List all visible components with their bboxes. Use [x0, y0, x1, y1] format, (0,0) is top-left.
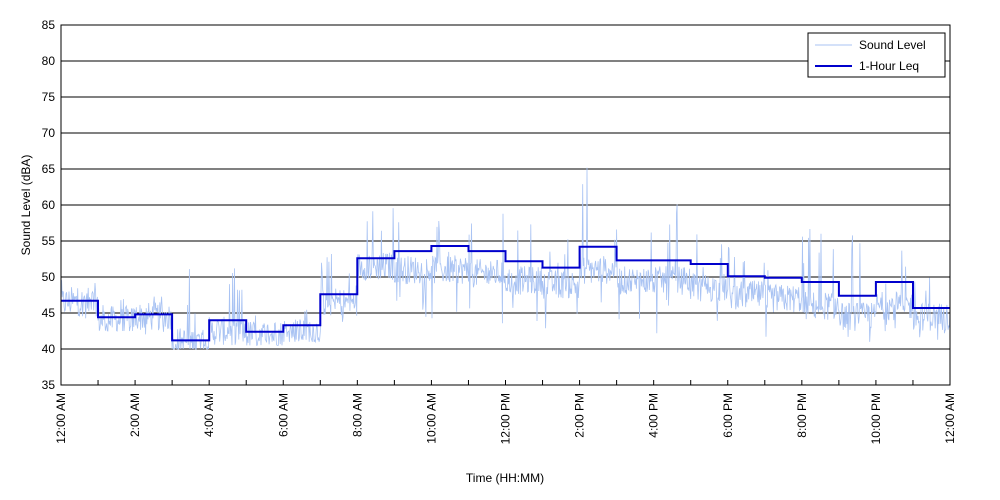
leq-series — [61, 245, 950, 342]
x-tick-label: 12:00 AM — [54, 393, 68, 444]
leq-step-line — [61, 245, 950, 342]
sound-level-series — [60, 167, 951, 350]
y-axis-ticks: 35 40 45 50 55 60 65 70 75 80 85 — [42, 18, 66, 392]
x-tick-label: 6:00 PM — [721, 393, 735, 438]
x-tick-label: 10:00 AM — [424, 393, 438, 444]
y-tick-label: 75 — [42, 90, 56, 104]
x-tick-label: 10:00 PM — [869, 393, 883, 444]
y-tick-label: 60 — [42, 198, 56, 212]
x-tick-label: 2:00 AM — [128, 393, 142, 437]
y-tick-label: 80 — [42, 54, 56, 68]
y-tick-label: 40 — [42, 342, 56, 356]
y-tick-label: 65 — [42, 162, 56, 176]
x-tick-label: 8:00 AM — [350, 393, 364, 437]
y-tick-label: 50 — [42, 270, 56, 284]
legend-box — [807, 32, 946, 78]
y-tick-label: 55 — [42, 234, 56, 248]
x-tick-label: 4:00 PM — [647, 393, 661, 438]
y-tick-label: 35 — [42, 378, 56, 392]
x-tick-label: 6:00 AM — [276, 393, 290, 437]
sound-level-line — [60, 167, 951, 350]
x-axis-ticks: 12:00 AM 2:00 AM 4:00 AM 6:00 AM 8:00 AM 10:0… — [54, 380, 957, 444]
legend-label-sound-level: Sound Level — [859, 38, 926, 52]
y-tick-label: 85 — [42, 18, 56, 32]
x-tick-label: 12:00 PM — [499, 393, 513, 444]
grid-lines — [61, 60, 950, 350]
y-axis-title: Sound Level (dBA) — [19, 155, 33, 256]
x-tick-label: 2:00 PM — [573, 393, 587, 438]
x-tick-label: 4:00 AM — [202, 393, 216, 437]
legend: Sound Level 1-Hour Leq — [807, 32, 946, 78]
legend-label-leq: 1-Hour Leq — [859, 59, 919, 73]
y-tick-label: 70 — [42, 126, 56, 140]
x-axis-title: Time (HH:MM) — [466, 471, 544, 485]
y-tick-label: 45 — [42, 306, 56, 320]
x-tick-label: 8:00 PM — [795, 393, 809, 438]
x-tick-label: 12:00 AM — [943, 393, 957, 444]
